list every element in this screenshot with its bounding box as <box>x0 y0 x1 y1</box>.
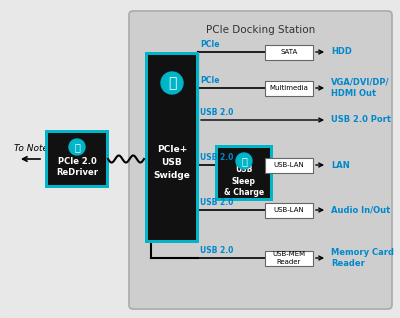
FancyBboxPatch shape <box>215 145 273 201</box>
Text: Ⓟ: Ⓟ <box>168 76 176 90</box>
Circle shape <box>161 72 183 94</box>
Text: USB 2.0: USB 2.0 <box>200 198 233 207</box>
FancyBboxPatch shape <box>218 148 270 198</box>
FancyBboxPatch shape <box>265 157 313 172</box>
Text: USB 2.0: USB 2.0 <box>200 108 233 117</box>
FancyBboxPatch shape <box>48 133 106 185</box>
Circle shape <box>69 139 85 155</box>
FancyBboxPatch shape <box>45 130 109 188</box>
Text: USB 2.0: USB 2.0 <box>200 153 233 162</box>
Text: VGA/DVI/DP/
HDMI Out: VGA/DVI/DP/ HDMI Out <box>331 78 390 98</box>
Text: USB-LAN: USB-LAN <box>274 162 304 168</box>
FancyBboxPatch shape <box>265 45 313 59</box>
Text: PCIe: PCIe <box>200 40 220 49</box>
Text: USB-MEM
Reader: USB-MEM Reader <box>272 251 306 265</box>
Text: HDD: HDD <box>331 47 352 57</box>
Text: USB 2.0 Port: USB 2.0 Port <box>331 115 391 125</box>
Text: Ⓟ: Ⓟ <box>74 142 80 152</box>
Text: SATA: SATA <box>280 49 298 55</box>
FancyBboxPatch shape <box>265 251 313 266</box>
Text: Multimedia: Multimedia <box>270 85 308 91</box>
Text: USB
Sleep
& Charge: USB Sleep & Charge <box>224 165 264 197</box>
Text: USB-LAN: USB-LAN <box>274 207 304 213</box>
FancyBboxPatch shape <box>265 203 313 218</box>
Text: Audio In/Out: Audio In/Out <box>331 205 390 215</box>
FancyBboxPatch shape <box>129 11 392 309</box>
Text: USB 2.0: USB 2.0 <box>200 246 233 255</box>
Text: LAN: LAN <box>331 161 350 169</box>
Text: PCIe: PCIe <box>200 76 220 85</box>
Text: To Notebook: To Notebook <box>14 144 70 153</box>
FancyBboxPatch shape <box>145 52 199 243</box>
FancyBboxPatch shape <box>265 80 313 95</box>
FancyBboxPatch shape <box>148 55 196 240</box>
Text: Memory Card
Reader: Memory Card Reader <box>331 248 394 268</box>
Text: PCIe+
USB
Swidge: PCIe+ USB Swidge <box>154 146 190 179</box>
Text: PCIe 2.0
ReDriver: PCIe 2.0 ReDriver <box>56 156 98 177</box>
Circle shape <box>236 153 252 169</box>
Text: Ⓟ: Ⓟ <box>241 156 247 166</box>
Text: PCIe Docking Station: PCIe Docking Station <box>206 25 315 35</box>
